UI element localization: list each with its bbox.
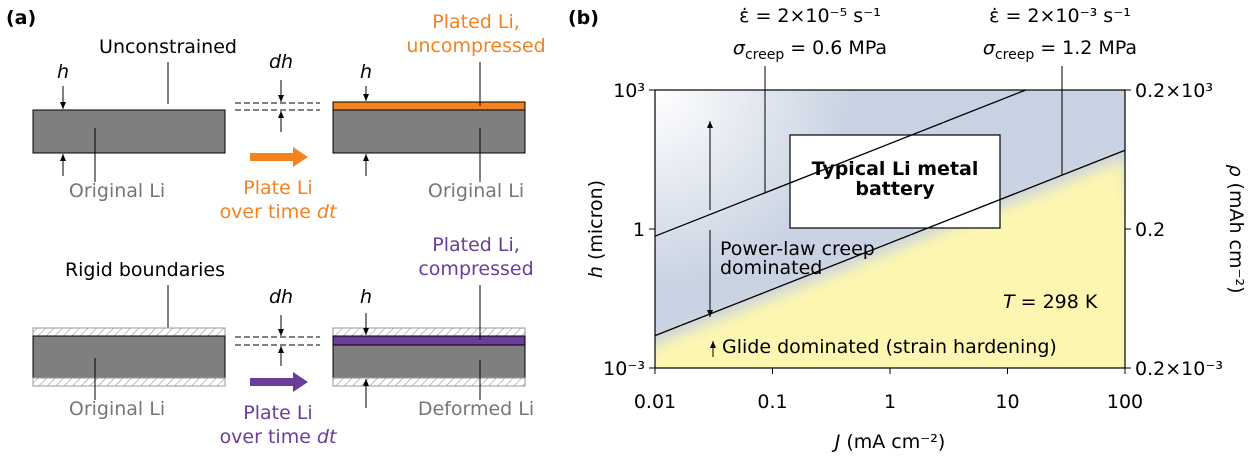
y2-tick-label: 0.2×10³	[1135, 80, 1213, 102]
stress-label: σcreep = 0.6 MPa	[733, 37, 887, 63]
lithium-block	[33, 336, 225, 378]
thickness-label: h	[360, 61, 372, 83]
plated-label: Plated Li,	[432, 11, 520, 33]
condition-title: Unconstrained	[99, 36, 237, 58]
process-label: Plate Li	[243, 177, 312, 199]
condition-title: Rigid boundaries	[65, 259, 225, 281]
y-tick-label: 1	[633, 219, 645, 241]
y2-tick-label: 0.2	[1135, 219, 1165, 241]
temperature-value: = 298 K	[1021, 291, 1098, 313]
temperature-symbol: T	[1003, 291, 1016, 313]
y-axis-label: h (micron)	[585, 180, 607, 278]
figure: (a) Unconstrained h Original Li dh Plate…	[0, 0, 1250, 460]
rigid-boundary	[33, 328, 225, 336]
y2-axis-label: ρ (mAh cm⁻²)	[1225, 164, 1247, 293]
battery-label: Typical Li metal	[812, 158, 979, 180]
stress-subscript: creep	[745, 47, 784, 63]
plated-layer	[333, 336, 525, 345]
x-tick-label: 100	[1107, 391, 1143, 413]
stress-symbol: σ	[733, 37, 746, 59]
process-variable: dt	[317, 426, 338, 448]
y-axis-symbol: h	[585, 266, 607, 278]
process-arrow	[250, 147, 308, 167]
battery-label: battery	[855, 178, 935, 200]
y2-axis-symbol: ρ	[1225, 164, 1247, 176]
process-arrow	[250, 372, 308, 392]
process-label: Plate Li	[243, 402, 312, 424]
panel-a: (a) Unconstrained h Original Li dh Plate…	[6, 7, 546, 448]
plated-label: compressed	[418, 258, 533, 280]
rigid-boundary	[33, 378, 225, 386]
x-tick-label: 1	[884, 391, 896, 413]
plated-label: uncompressed	[406, 35, 545, 57]
process-text: over time	[220, 201, 311, 223]
lithium-block	[333, 110, 525, 153]
stress-value: = 1.2 MPa	[1040, 37, 1137, 59]
y-axis-unit: (micron)	[585, 180, 607, 260]
stress-label: σcreep = 1.2 MPa	[983, 37, 1137, 63]
thickness-label: h	[57, 61, 69, 83]
stress-subscript: creep	[995, 47, 1034, 63]
thickness-label: h	[360, 286, 372, 308]
strain-rate-label: ε̇ = 2×10⁻⁵ s⁻¹	[739, 5, 881, 27]
y2-tick-label: 0.2×10⁻³	[1135, 358, 1223, 380]
dh-label: dh	[269, 51, 293, 73]
y-tick-label: 10³	[613, 80, 645, 102]
y-tick-label: 10⁻³	[603, 358, 645, 380]
process-label: over time dt	[220, 201, 338, 223]
panel-label: (a)	[6, 7, 36, 29]
process-text: over time	[220, 426, 311, 448]
block-label: Deformed Li	[418, 398, 534, 420]
dh-label: dh	[269, 286, 293, 308]
x-axis-label: J(mA cm⁻²)	[831, 431, 946, 453]
lithium-block	[33, 110, 225, 153]
x-axis-symbol: J	[831, 431, 841, 453]
stress-value: = 0.6 MPa	[790, 37, 887, 59]
process-variable: dt	[317, 201, 338, 223]
plated-label: Plated Li,	[432, 234, 520, 256]
x-tick-label: 0.01	[634, 391, 676, 413]
panel-label: (b)	[568, 7, 599, 29]
region-label: Glide dominated (strain hardening)	[722, 336, 1057, 358]
x-tick-label: 10	[995, 391, 1019, 413]
x-axis-unit: (mA cm⁻²)	[846, 431, 945, 453]
lithium-block	[333, 345, 525, 378]
strain-rate-label: ε̇ = 2×10⁻³ s⁻¹	[989, 5, 1131, 27]
x-tick-label: 0.1	[757, 391, 787, 413]
block-label: Original Li	[69, 398, 165, 420]
block-label: Original Li	[428, 180, 524, 202]
block-label: Original Li	[69, 180, 165, 202]
y2-axis-unit: (mAh cm⁻²)	[1225, 183, 1247, 294]
plated-layer	[333, 102, 525, 110]
rigid-boundary	[333, 328, 525, 336]
stress-symbol: σ	[983, 37, 996, 59]
process-label: over time dt	[220, 426, 338, 448]
rigid-boundary	[333, 378, 525, 386]
panel-b: (b) 0.01 0.1 1 10 100 10⁻³ 1 10³ 0.2×10⁻³ 0.2 0.2×…	[568, 5, 1247, 453]
